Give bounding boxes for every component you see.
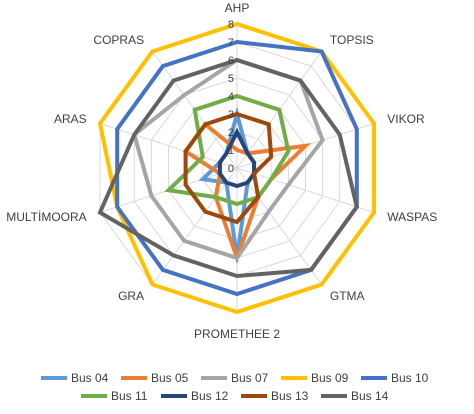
tick-label: 0: [228, 163, 234, 175]
legend-label: Bus 11: [111, 389, 148, 403]
axis-label: GRA: [118, 289, 144, 303]
legend-label: Bus 14: [351, 389, 389, 403]
axis-spoke: [99, 123, 238, 169]
tick-label: 3: [228, 109, 234, 121]
tick-label: 5: [228, 73, 234, 85]
axis-label: COPRAS: [93, 33, 144, 47]
legend-label: Bus 05: [151, 371, 189, 385]
tick-label: 6: [228, 55, 234, 67]
axis-spoke: [151, 167, 238, 285]
axis-label: ARAS: [54, 112, 87, 126]
legend-label: Bus 13: [271, 389, 309, 403]
axis-label: TOPSIS: [330, 33, 374, 47]
axis-labels: AHP TOPSIS VIKOR WASPAS GTMA PROMETHEE 2 GRA MU…: [6, 1, 437, 341]
tick-label: 2: [228, 127, 234, 139]
series-line-bus-10: [115, 39, 359, 297]
legend-label: Bus 09: [311, 371, 349, 385]
legend: Bus 04 Bus 05 Bus 07 Bus 09 Bus 10 Bus 11 Bus …: [41, 371, 429, 403]
legend-label: Bus 12: [191, 389, 229, 403]
axis-label: MULTİMOORA: [6, 210, 86, 224]
radial-tick-labels: 0 1 2 3 4 5 6 7 8: [228, 19, 234, 175]
axis-label: PROMETHEE 2: [194, 327, 280, 341]
tick-label: 4: [228, 91, 234, 103]
tick-label: 1: [228, 145, 234, 157]
axis-label: AHP: [225, 1, 250, 15]
legend-label: Bus 10: [391, 371, 429, 385]
series-line-bus-13: [183, 111, 274, 225]
series-line-bus-14: [97, 57, 359, 279]
tick-label: 8: [228, 19, 234, 31]
series-line-bus-07: [132, 57, 325, 261]
axis-label: WASPAS: [387, 210, 437, 224]
axis-spoke: [236, 167, 375, 213]
axis-label: GTMA: [330, 289, 365, 303]
series-line-bus-09: [97, 21, 376, 315]
legend-label: Bus 07: [231, 371, 269, 385]
series-line-bus-12: [217, 127, 257, 189]
axis-spoke: [236, 167, 323, 285]
axis-label: VIKOR: [387, 112, 425, 126]
series-layer: [97, 21, 376, 315]
series-line-bus-11: [164, 93, 291, 207]
legend-label: Bus 04: [71, 371, 109, 385]
tick-label: 7: [228, 37, 234, 49]
